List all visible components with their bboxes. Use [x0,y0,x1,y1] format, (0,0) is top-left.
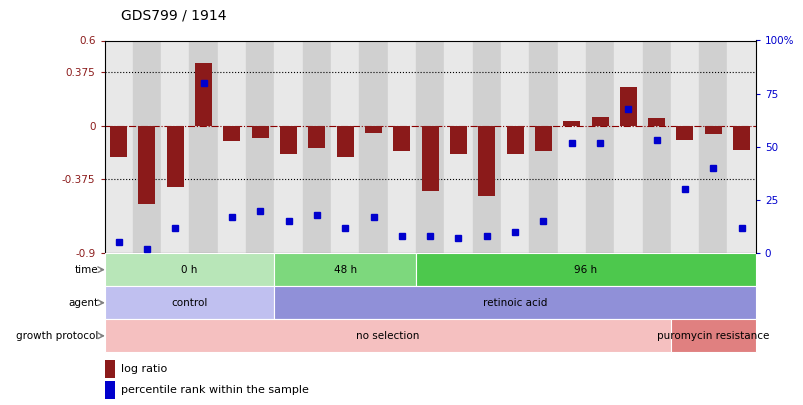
Bar [303,40,331,253]
Text: control: control [171,298,207,308]
Bar [274,253,415,286]
Bar [331,40,359,253]
Bar [415,253,755,286]
Bar [613,40,642,253]
Text: percentile rank within the sample: percentile rank within the sample [120,385,308,395]
Bar [104,253,274,286]
Text: no selection: no selection [356,331,419,341]
Bar [534,126,551,151]
Bar [699,40,727,253]
Bar [161,40,190,253]
Bar [500,40,528,253]
Bar [110,126,127,157]
Bar [251,126,268,139]
Text: 48 h: 48 h [333,264,357,275]
Bar [166,126,184,186]
Bar [190,40,218,253]
Bar [223,126,240,141]
Bar [670,319,755,352]
Text: time: time [75,264,98,275]
Bar [727,40,755,253]
Bar [104,40,132,253]
Bar [104,360,114,378]
Bar [415,40,444,253]
Text: puromycin resistance: puromycin resistance [656,331,768,341]
Bar [556,40,585,253]
Text: 0 h: 0 h [181,264,198,275]
Text: growth protocol: growth protocol [15,331,98,341]
Text: agent: agent [67,298,98,308]
Text: retinoic acid: retinoic acid [483,298,547,308]
Bar [104,381,114,399]
Bar [279,126,296,154]
Bar [246,40,274,253]
Bar [132,40,161,253]
Bar [506,126,523,154]
Bar [444,40,472,253]
Bar [642,40,670,253]
Bar [274,40,303,253]
Text: log ratio: log ratio [120,364,167,374]
Bar [336,126,353,157]
Bar [450,126,467,154]
Bar [478,126,495,196]
Text: 96 h: 96 h [573,264,597,275]
Bar [421,126,438,191]
Bar [563,122,580,126]
Text: GDS799 / 1914: GDS799 / 1914 [120,8,226,22]
Bar [387,40,415,253]
Bar [732,126,749,150]
Bar [585,40,613,253]
Bar [365,126,381,133]
Bar [472,40,500,253]
Bar [675,126,693,140]
Bar [393,126,410,151]
Bar [104,286,274,319]
Bar [195,63,212,126]
Bar [104,319,670,352]
Bar [274,286,755,319]
Bar [218,40,246,253]
Bar [308,126,325,148]
Bar [528,40,556,253]
Bar [670,40,699,253]
Bar [359,40,387,253]
Bar [647,119,664,126]
Bar [138,126,155,204]
Bar [704,126,721,134]
Bar [591,117,608,126]
Bar [619,87,636,126]
